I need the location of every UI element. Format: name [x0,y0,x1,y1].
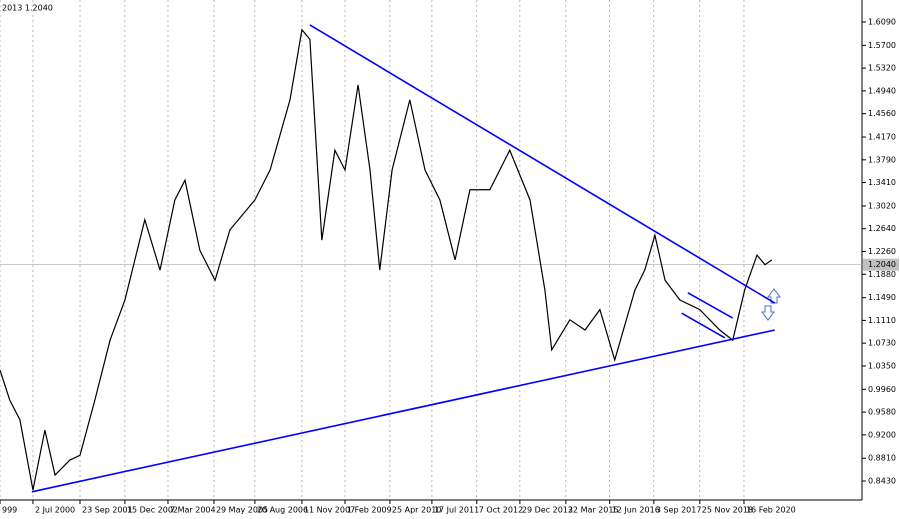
y-tick-label: 1.1110 [868,316,896,325]
x-tick-label: 12 Jun 2016 [612,506,660,515]
x-tick-label: 7 Mar 2004 [170,506,216,515]
x-tick-label: 29 May 2005 [216,506,268,515]
header: 2013 1.2040 [2,4,53,13]
down-arrow [761,305,775,321]
y-tick-label: 1.4940 [868,86,896,95]
x-tick-label: 15 Dec 2002 [127,506,178,515]
y-tick-label: 1.3020 [868,201,896,210]
y-tick-label: 1.4170 [868,133,896,142]
y-tick-label: 1.2260 [868,247,896,256]
price-line [0,28,773,491]
y-tick-label: 1.3410 [868,178,896,187]
x-tick-label: 2 Jul 2000 [35,506,75,515]
x-tick-label: 3 Sep 2017 [656,506,702,515]
x-tick-label: 25 Nov 2018 [702,506,753,515]
y-tick-label: 1.3790 [868,155,896,164]
y-tick-label: 1.1880 [868,270,896,279]
y-tick-label: 1.4560 [868,109,896,118]
x-tick-label: 25 Apr 2010 [392,506,441,515]
last-price-label: 1.2040 [868,260,896,269]
trend-line [687,292,734,319]
y-tick-label: 0.8810 [868,454,896,463]
y-tick-label: 1.6090 [868,17,896,26]
y-tick-label: 0.8430 [868,477,896,486]
x-tick-label: 999 [2,506,17,515]
x-tick-label: 16 Feb 2020 [746,506,796,515]
y-tick-label: 1.5320 [868,64,896,73]
last-price-box [863,258,899,271]
x-tick-label: 17 Jul 2011 [434,506,479,515]
y-tick-label: 1.0730 [868,339,896,348]
y-tick-label: 1.0350 [868,361,896,370]
trend-line [31,329,775,493]
x-tick-label: 1 Feb 2009 [347,506,392,515]
y-tick-label: 1.5700 [868,41,896,50]
x-tick-label: 29 Dec 2013 [522,506,573,515]
x-tick-label: 22 Mar 2015 [568,506,619,515]
trend-line [309,24,776,304]
y-tick-label: 1.1490 [868,293,896,302]
trend-line [681,312,726,339]
up-arrow [767,288,781,304]
x-tick-label: 20 Aug 2006 [257,506,308,515]
y-tick-label: 0.9580 [868,408,896,417]
x-tick-label: 11 Nov 2007 [304,506,355,515]
y-tick-label: 1.2640 [868,224,896,233]
y-tick-label: 0.9960 [868,385,896,394]
x-tick-label: 23 Sep 2001 [82,506,133,515]
y-tick-label: 0.9200 [868,430,896,439]
x-tick-label: 7 Oct 2012 [479,506,523,515]
